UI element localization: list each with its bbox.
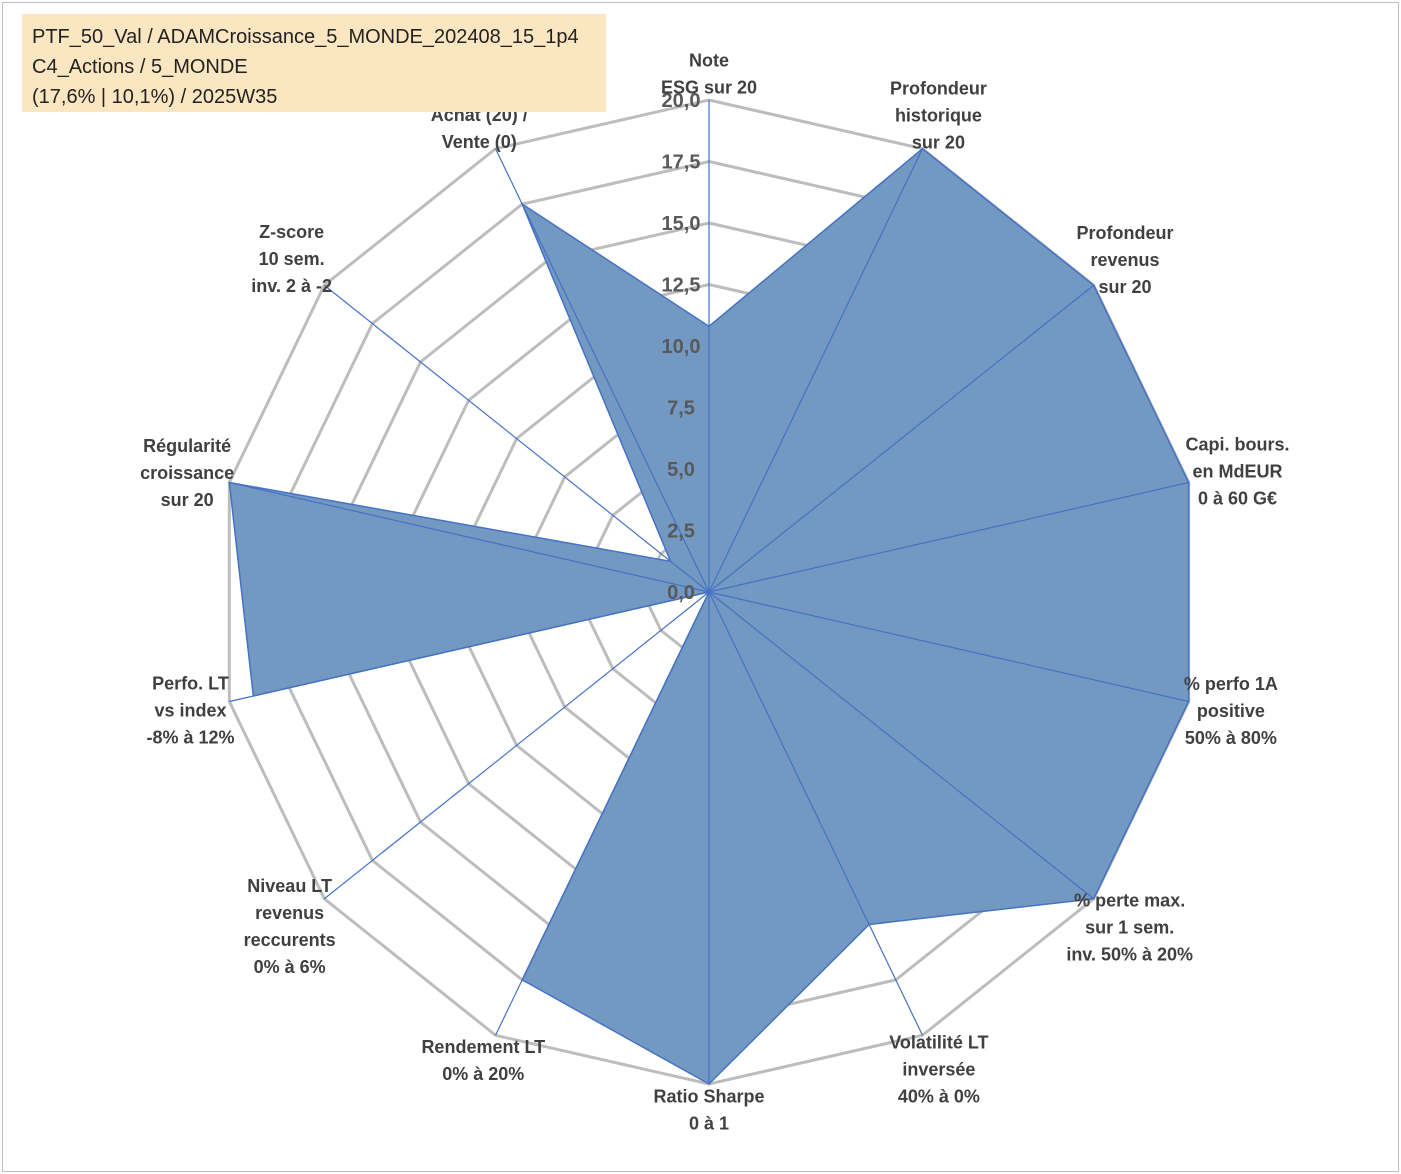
axis-label-3-line-0: Capi. bours. (1186, 434, 1290, 454)
axis-label-4-line-0: % perfo 1A (1184, 674, 1278, 694)
axis-spoke-13 (494, 148, 710, 593)
axis-spoke-6 (708, 591, 924, 1036)
axis-label-1-line-0: Profondeur (890, 78, 987, 98)
tick-label-4: 10,0 (662, 336, 701, 358)
axis-label-11-line-2: sur 20 (161, 490, 214, 510)
axis-label-1-line-1: historique (895, 105, 982, 125)
tick-label-5: 12,5 (662, 275, 701, 297)
tick-label-3: 7,5 (667, 398, 695, 420)
axis-label-5-line-2: inv. 50% à 20% (1066, 944, 1193, 964)
axis-label-10-line-0: Perfo. LT (152, 673, 229, 693)
axis-label-0-line-1: ESG sur 20 (661, 78, 757, 98)
axis-label-12-line-0: Z-score (259, 222, 324, 242)
axis-spoke-5 (708, 591, 1095, 900)
axis-label-4-line-1: positive (1197, 701, 1265, 721)
info-line-stats: (17,6% | 10,1%) / 2025W35 (32, 86, 278, 108)
axis-label-9-line-3: 0% à 6% (254, 957, 326, 977)
axis-label-12-line-2: inv. 2 à -2 (251, 276, 332, 296)
tick-label-8: 20,0 (662, 90, 701, 112)
axis-label-2: Profondeur revenus sur 20 (1077, 223, 1174, 297)
info-line-portfolio: PTF_50_Val / ADAMCroissance_5_MONDE_2024… (32, 26, 579, 48)
axis-label-3-line-1: en MdEUR (1193, 461, 1283, 481)
axis-label-9-line-0: Niveau LT (247, 876, 332, 896)
axis-label-12: Z-score 10 sem. inv. 2 à -2 (251, 222, 332, 296)
axis-label-9: Niveau LT revenus reccurents 0% à 6% (244, 876, 336, 977)
axis-spoke-10 (229, 591, 710, 703)
axis-spoke-2 (708, 284, 1095, 593)
axis-label-8: Rendement LT 0% à 20% (421, 1037, 545, 1084)
axis-label-2-line-2: sur 20 (1098, 277, 1151, 297)
axis-label-4: % perfo 1A positive 50% à 80% (1184, 674, 1278, 748)
axis-label-11-line-0: Régularité (143, 436, 231, 456)
axis-label-10-line-2: -8% à 12% (146, 727, 234, 747)
axis-label-10-line-1: vs index (154, 700, 226, 720)
axis-label-4-line-2: 50% à 80% (1185, 728, 1277, 748)
axis-label-5: % perte max. sur 1 sem. inv. 50% à 20% (1066, 890, 1193, 964)
axis-spoke-1 (708, 148, 924, 593)
axis-label-3: Capi. bours. en MdEUR 0 à 60 G€ (1186, 434, 1290, 508)
tick-label-0: 0,0 (667, 582, 695, 604)
info-line-category: C4_Actions / 5_MONDE (32, 56, 248, 78)
axis-label-9-line-1: revenus (255, 903, 324, 923)
axis-label-7-line-0: Ratio Sharpe (653, 1086, 764, 1106)
axis-label-1: Profondeur historique sur 20 (890, 78, 987, 152)
axis-spoke-8 (494, 591, 710, 1036)
axis-label-6-line-0: Volatilité LT (889, 1032, 988, 1052)
radar-series (228, 100, 1190, 1085)
axis-label-3-line-2: 0 à 60 G€ (1198, 488, 1277, 508)
axis-label-8-line-1: 0% à 20% (442, 1064, 524, 1084)
axis-label-11: Régularité croissance sur 20 (140, 436, 234, 510)
axis-label-2-line-1: revenus (1090, 250, 1159, 270)
axis-spoke-3 (708, 481, 1189, 593)
axis-label-5-line-0: % perte max. (1074, 890, 1185, 910)
axis-label-11-line-1: croissance (140, 463, 234, 483)
axis-spoke-9 (323, 591, 710, 900)
axis-spoke-11 (229, 481, 710, 593)
tick-label-1: 2,5 (667, 521, 695, 543)
axis-spoke-4 (708, 591, 1189, 703)
axis-label-12-line-1: 10 sem. (259, 249, 325, 269)
axis-label-8-line-0: Rendement LT (421, 1037, 545, 1057)
axis-label-1-line-2: sur 20 (912, 132, 965, 152)
axis-label-13-line-2: Vente (0) (442, 132, 517, 152)
axis-label-9-line-2: reccurents (244, 930, 336, 950)
axis-label-7-line-1: 0 à 1 (689, 1113, 729, 1133)
tick-label-7: 17,5 (662, 152, 701, 174)
axis-label-5-line-1: sur 1 sem. (1085, 917, 1174, 937)
axis-label-6: Volatilité LT inversée 40% à 0% (889, 1032, 988, 1106)
tick-label-2: 5,0 (667, 459, 695, 481)
tick-label-6: 15,0 (662, 213, 701, 235)
axis-labels: Note ESG sur 20 Profondeur historique sur 20… (140, 51, 1289, 1134)
axis-label-0: Note ESG sur 20 (661, 51, 757, 98)
radial-tick-labels: 0,0 2,5 5,0 7,5 10,0 12,5 15,0 17,5 20,0 (662, 90, 701, 604)
axis-label-6-line-1: inversée (902, 1059, 975, 1079)
axis-label-7: Ratio Sharpe 0 à 1 (653, 1086, 764, 1133)
axis-label-2-line-0: Profondeur (1077, 223, 1174, 243)
axis-label-0-line-0: Note (689, 51, 729, 71)
axis-label-10: Perfo. LT vs index -8% à 12% (146, 673, 234, 747)
portfolio-info-box: PTF_50_Val / ADAMCroissance_5_MONDE_2024… (22, 14, 606, 112)
axis-label-6-line-2: 40% à 0% (898, 1086, 980, 1106)
axis-spoke-12 (323, 284, 710, 593)
